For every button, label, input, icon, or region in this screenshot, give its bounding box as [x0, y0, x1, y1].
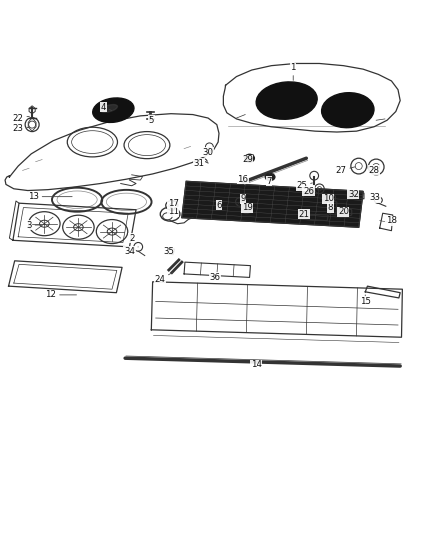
Ellipse shape: [321, 93, 374, 128]
Text: 16: 16: [237, 175, 248, 184]
Text: 15: 15: [360, 295, 371, 306]
Polygon shape: [182, 181, 363, 227]
Text: 7: 7: [266, 177, 272, 186]
Text: 36: 36: [209, 273, 220, 282]
Text: 23: 23: [13, 125, 29, 133]
Text: 9: 9: [240, 195, 246, 203]
Text: 11: 11: [168, 207, 179, 216]
Text: 10: 10: [323, 195, 334, 203]
Text: 27: 27: [336, 166, 355, 175]
Text: 34: 34: [124, 247, 138, 256]
Text: 21: 21: [299, 209, 310, 219]
Text: 32: 32: [348, 190, 359, 199]
Text: 28: 28: [368, 166, 379, 175]
Text: 35: 35: [163, 247, 174, 256]
Text: 26: 26: [303, 187, 318, 196]
Text: 12: 12: [46, 290, 77, 300]
Ellipse shape: [106, 193, 147, 211]
Text: 33: 33: [370, 193, 381, 202]
Text: 20: 20: [338, 207, 349, 216]
Ellipse shape: [100, 104, 117, 112]
Ellipse shape: [245, 154, 254, 162]
Text: 1: 1: [290, 63, 296, 80]
Text: 18: 18: [386, 216, 397, 225]
Text: 14: 14: [251, 360, 261, 369]
Text: 6: 6: [216, 201, 222, 210]
Text: 24: 24: [155, 272, 173, 284]
Text: 5: 5: [148, 116, 154, 125]
Text: 3: 3: [26, 221, 42, 230]
Ellipse shape: [265, 174, 275, 181]
Text: 25: 25: [297, 181, 312, 190]
Text: 29: 29: [242, 155, 253, 164]
Text: 13: 13: [28, 192, 72, 201]
Text: 30: 30: [203, 148, 214, 157]
Text: 8: 8: [328, 203, 333, 212]
Ellipse shape: [93, 98, 134, 123]
Ellipse shape: [57, 191, 97, 208]
Text: 19: 19: [242, 203, 253, 212]
Text: 2: 2: [129, 233, 134, 243]
Ellipse shape: [256, 82, 317, 119]
Text: 17: 17: [168, 199, 179, 208]
Text: 22: 22: [13, 114, 29, 123]
Text: 4: 4: [101, 103, 112, 111]
Text: 31: 31: [194, 158, 205, 167]
